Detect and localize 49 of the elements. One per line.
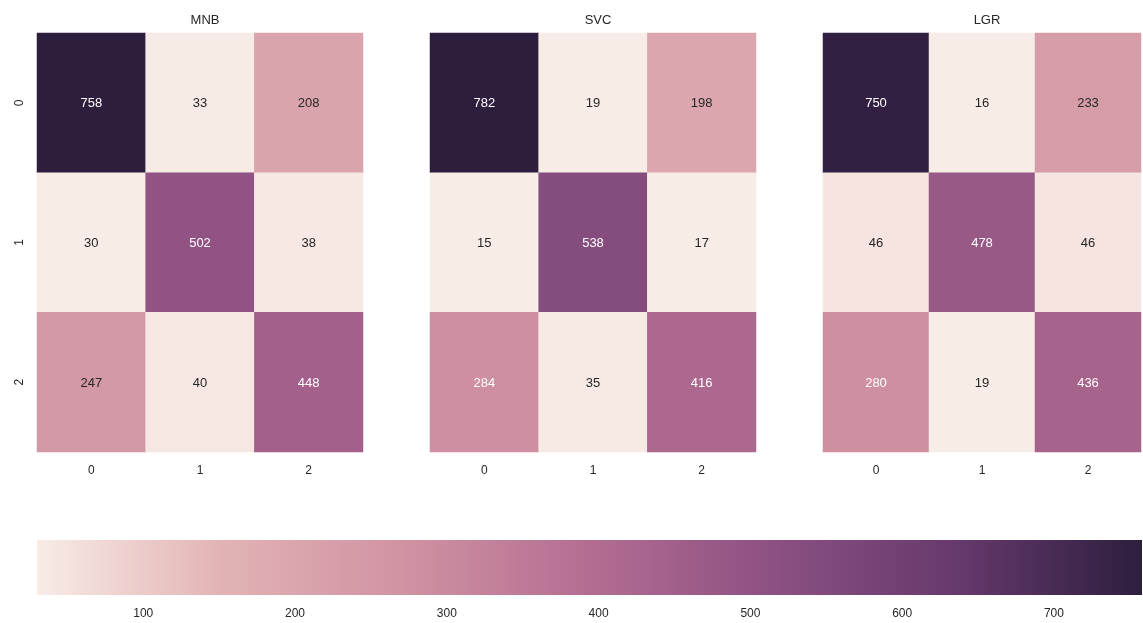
color-bar-label: 700 [1043, 606, 1065, 620]
data-label: 782 [473, 95, 496, 111]
data-label: 750 [865, 95, 887, 111]
x-tick-label: 2 [305, 463, 313, 477]
color-bar-label: 400 [588, 606, 609, 620]
data-label: 478 [971, 235, 993, 250]
data-label: 38 [301, 235, 316, 250]
data-label: 247 [80, 374, 103, 390]
data-label: 19 [974, 374, 990, 390]
data-label: 30 [84, 235, 99, 250]
chart-title: SVC [584, 12, 612, 27]
chart-title: LGR [973, 12, 1001, 27]
data-label: 436 [1077, 374, 1099, 390]
data-label: 46 [868, 235, 884, 250]
data-label: 416 [690, 374, 713, 390]
x-tick-label: 1 [196, 463, 204, 477]
x-tick-label: 0 [480, 463, 488, 477]
x-tick-label: 1 [589, 463, 597, 477]
data-label: 40 [192, 374, 208, 390]
y-tick-label: 1 [12, 238, 26, 246]
x-tick-label: 2 [698, 463, 706, 477]
color-bar-label: 600 [892, 606, 913, 620]
data-label: 198 [690, 95, 713, 111]
y-tick-label: 0 [12, 99, 26, 107]
chart-title: MNB [190, 12, 220, 27]
color-bar-label: 500 [740, 606, 761, 620]
data-label: 17 [694, 235, 709, 250]
data-label: 758 [80, 95, 103, 111]
data-label: 15 [477, 235, 492, 250]
data-label: 16 [974, 95, 990, 111]
data-label: 46 [1080, 235, 1096, 250]
x-tick-label: 0 [872, 463, 880, 477]
data-label: 538 [582, 235, 604, 250]
y-tick-label: 2 [12, 378, 26, 386]
data-label: 284 [473, 374, 496, 390]
data-label: 502 [189, 235, 211, 250]
color-bar-label: 100 [133, 606, 154, 620]
color-bar-label: 300 [436, 606, 458, 620]
data-label: 35 [585, 374, 601, 390]
data-label: 233 [1077, 95, 1099, 111]
data-label: 33 [192, 95, 208, 111]
x-tick-label: 1 [978, 463, 986, 477]
color-bar-label: 200 [285, 606, 306, 620]
x-tick-label: 0 [87, 463, 95, 477]
data-label: 280 [865, 374, 887, 390]
data-label: 19 [585, 95, 601, 111]
data-label: 208 [297, 95, 320, 111]
x-tick-label: 2 [1084, 463, 1092, 477]
data-label: 448 [297, 374, 320, 390]
